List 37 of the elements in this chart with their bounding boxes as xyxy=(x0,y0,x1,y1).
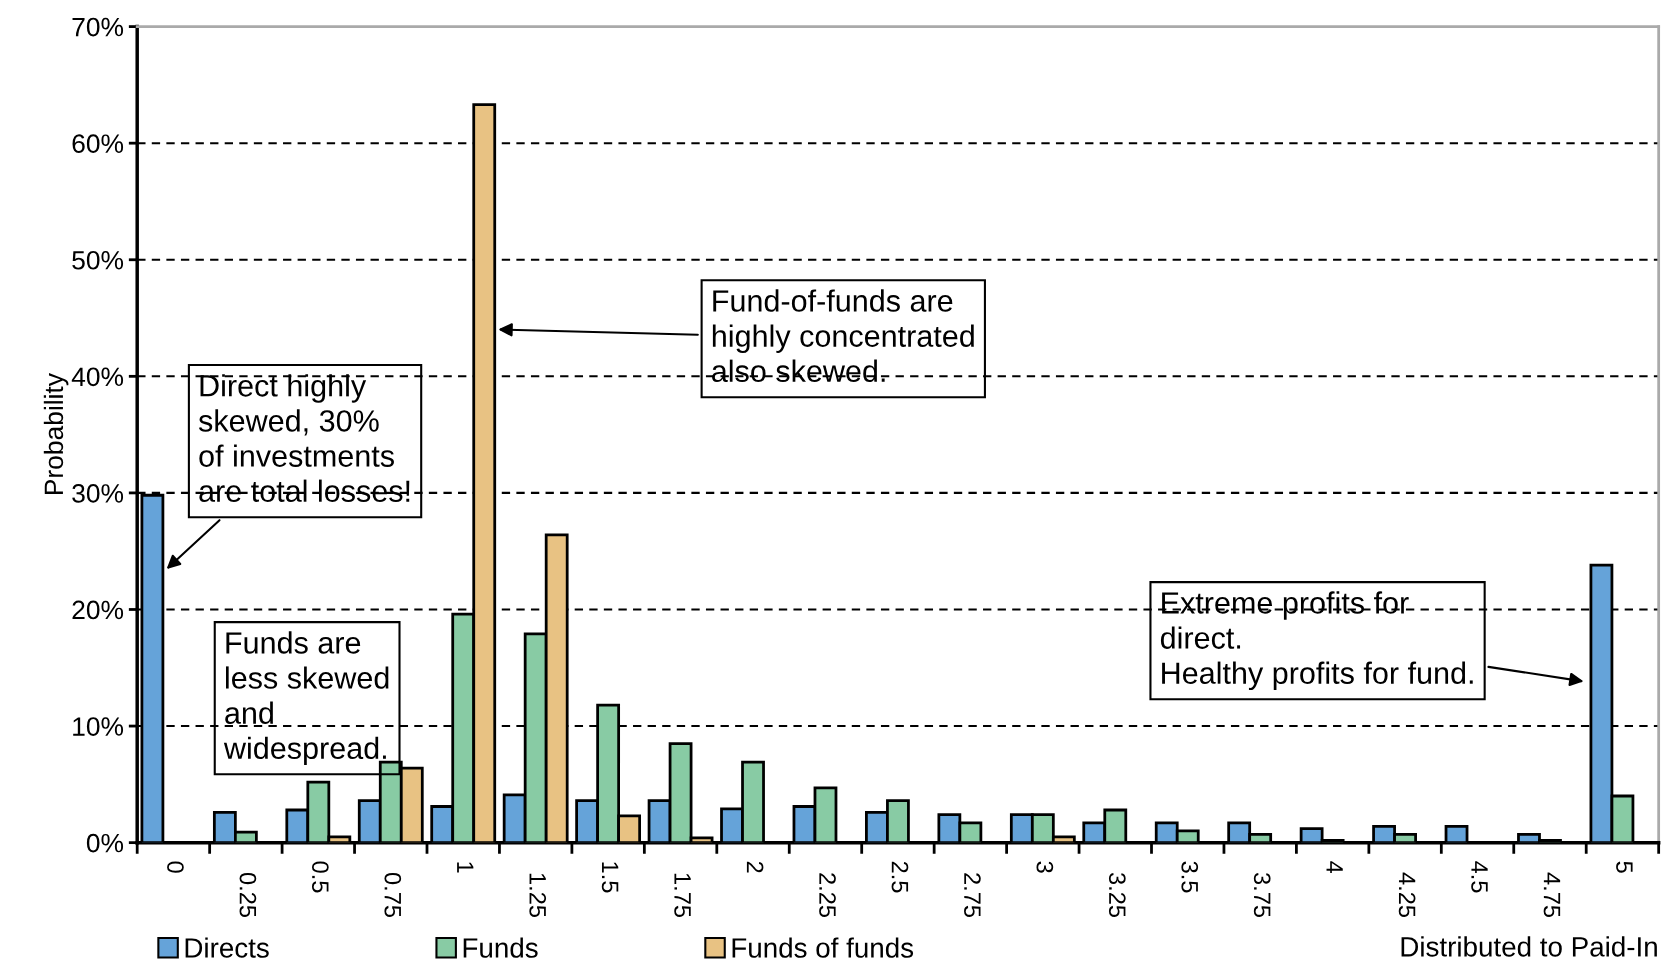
x-tick-label: 1 xyxy=(457,862,474,873)
x-tick-label: 4 xyxy=(1326,861,1343,874)
legend-label: Directs xyxy=(185,937,269,958)
x-tick-label: 3 xyxy=(1036,861,1054,873)
x-tick-label: 3.25 xyxy=(1108,872,1126,917)
x-tick-label: 3.75 xyxy=(1253,872,1271,917)
y-axis-title: Probability xyxy=(43,373,69,495)
x-tick-label: 4.25 xyxy=(1398,872,1416,917)
x-tick-label: 5 xyxy=(1616,861,1633,873)
y-tick-label: 40% xyxy=(71,367,124,387)
x-tick-label: 1.75 xyxy=(674,873,691,917)
x-tick-label: 4.5 xyxy=(1471,861,1488,893)
legend-label: Funds of funds xyxy=(732,937,914,958)
x-tick-label: 3.5 xyxy=(1181,861,1199,893)
y-tick-label: 70% xyxy=(72,17,124,37)
annotation: Extreme profits for direct. Healthy profits for fund. xyxy=(1160,591,1473,691)
x-tick-label: 4.75 xyxy=(1543,872,1561,917)
annotation: Funds are less skewed and widespread. xyxy=(223,631,389,766)
y-tick-label: 30% xyxy=(72,484,124,503)
x-tick-label: 0.5 xyxy=(311,861,329,893)
annotation: Fund-of-funds are highly concentrated also skewed. xyxy=(712,289,974,383)
x-axis-title: Distributed to Paid-In xyxy=(1401,936,1657,957)
x-tick-label: 2 xyxy=(746,861,764,873)
legend-label: Funds xyxy=(463,937,538,958)
y-tick-label: 50% xyxy=(72,250,124,270)
y-tick-label: 60% xyxy=(72,134,124,153)
x-tick-label: 1.25 xyxy=(529,873,547,917)
y-tick-label: 20% xyxy=(72,600,124,620)
y-tick-label: 0% xyxy=(86,833,124,853)
x-tick-label: 0.75 xyxy=(384,872,402,917)
y-tick-label: 10% xyxy=(73,717,124,736)
x-tick-label: 0 xyxy=(167,861,184,873)
x-tick-label: 2.25 xyxy=(819,873,836,917)
x-tick-label: 2.75 xyxy=(964,873,981,917)
x-tick-label: 2.5 xyxy=(891,861,909,893)
x-tick-label: 0.25 xyxy=(239,872,257,917)
x-tick-label: 1.5 xyxy=(601,862,619,893)
